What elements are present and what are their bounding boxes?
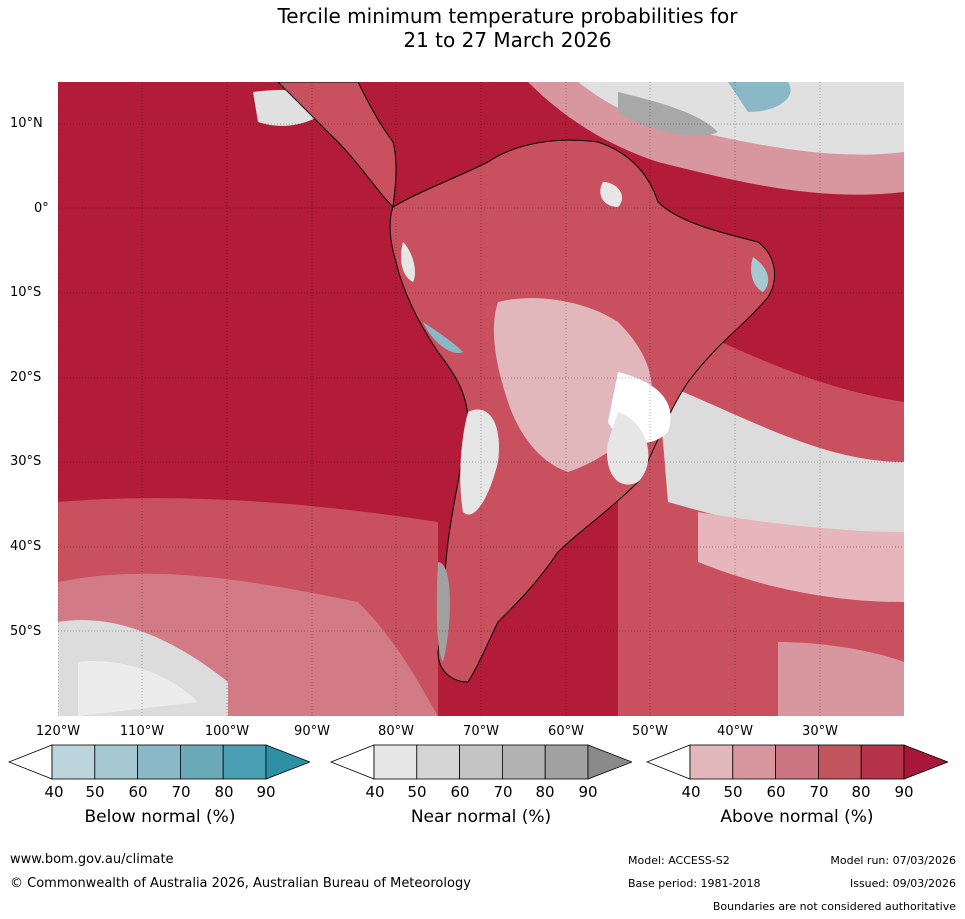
colorbar-segment [732,744,777,780]
region-ne-brazil [751,257,769,292]
region-near-normal-interior [607,412,649,485]
model-name: Model: ACCESS-S2 [628,854,730,867]
region-near-normal-north [578,82,904,155]
tick-label: 60 [450,783,470,801]
colorbar-segment [416,744,461,780]
colorbar-segment [860,744,905,780]
colorbar-extend-high [265,744,310,780]
map-svg [58,82,904,716]
tick-label: 50 [723,783,743,801]
lat-label: 50°S [10,624,42,639]
lat-label: 40°S [10,539,42,554]
tick-label: 70 [809,783,829,801]
lat-label: 30°S [10,454,42,469]
lat-label: 10°N [10,116,43,131]
lon-label: 70°W [463,724,499,739]
lon-label: 40°W [717,724,753,739]
lat-label: 20°S [10,370,42,385]
region-near-normal-dark [618,92,718,136]
colorbar-extend-low [8,744,53,780]
tick-label: 40 [681,783,701,801]
colorbar-segment [373,744,418,780]
colorbar-near-normal [330,744,632,780]
colorbar-segment [459,744,503,780]
region-ecuador-coast [401,242,415,282]
tick-label: 60 [766,783,786,801]
lat-label: 10°S [10,285,42,300]
region-guyana [600,182,623,207]
lon-label: 120°W [35,724,81,739]
legend-title-above: Above normal (%) [720,807,874,827]
copyright-text: © Commonwealth of Australia 2026, Austra… [10,876,471,891]
tick-label: 90 [894,783,914,801]
colorbar-extend-high [587,744,632,780]
tick-label: 70 [171,783,191,801]
colorbar-extend-low [330,744,375,780]
lon-label: 30°W [802,724,838,739]
lon-label: 80°W [378,724,414,739]
tick-label: 80 [214,783,234,801]
tick-label: 50 [407,783,427,801]
tick-label: 50 [85,783,105,801]
legend-title-near: Near normal (%) [410,807,552,827]
probability-map [58,82,904,716]
tick-label: 80 [535,783,555,801]
colorbar-segment [137,744,181,780]
tick-label: 40 [365,783,385,801]
lon-label: 90°W [294,724,330,739]
map-title: Tercile minimum temperature probabilitie… [0,4,965,52]
colorbar-below-normal [8,744,310,780]
region-below-normal-north [728,82,791,112]
tick-label: 90 [578,783,598,801]
region-chile-north [460,409,499,515]
colorbar-segment [501,744,546,780]
colorbar-segment [544,744,589,780]
colorbar-above-normal [646,744,948,780]
colorbar-segment [179,744,224,780]
region-near-normal-sw-light [78,661,198,716]
region-peru-coast [423,322,463,354]
legend-title-below: Below normal (%) [84,807,236,827]
colorbar-segment [775,744,819,780]
lon-label: 100°W [204,724,250,739]
region-atlantic-light [698,512,904,602]
model-run: Model run: 07/03/2026 [830,854,956,867]
tick-label: 90 [256,783,276,801]
region-near-normal-atlantic [658,382,904,552]
colorbar-segment [51,744,96,780]
tick-label: 80 [851,783,871,801]
base-period: Base period: 1981-2018 [628,877,761,890]
lat-label: 0° [34,201,49,216]
colorbar-segment [689,744,734,780]
tick-label: 60 [128,783,148,801]
title-line-1: Tercile minimum temperature probabilitie… [277,4,738,28]
tick-label: 40 [44,783,64,801]
colorbar-segment [817,744,862,780]
lon-label: 110°W [119,724,165,739]
title-line-2: 21 to 27 March 2026 [403,28,612,52]
tick-label: 70 [493,783,513,801]
website-link[interactable]: www.bom.gov.au/climate [10,852,174,867]
region-atlantic-se [778,642,904,716]
disclaimer: Boundaries are not considered authoritat… [712,900,956,913]
colorbar-segment [94,744,139,780]
lon-label: 50°W [632,724,668,739]
colorbar-segment [222,744,267,780]
issued-date: Issued: 09/03/2026 [849,877,956,890]
region-patagonia-west [436,562,450,662]
lon-label: 60°W [548,724,584,739]
continent-central-america [277,82,397,209]
gridlines [58,82,904,716]
colorbar-extend-low [646,744,691,780]
colorbar-extend-high [903,744,948,780]
